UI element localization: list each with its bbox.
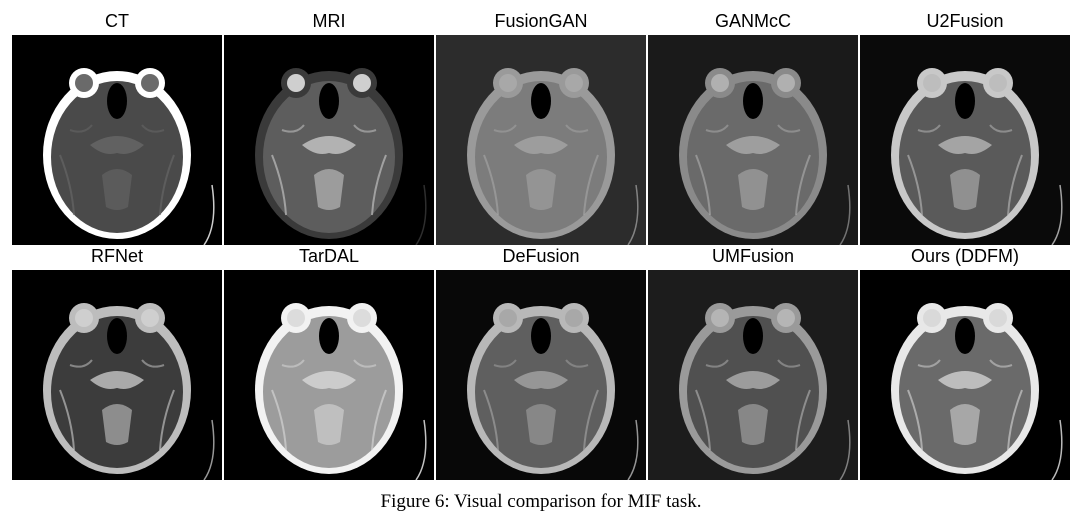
label-ganmcc: GANMcC: [715, 11, 791, 31]
brain-slice-image: [436, 270, 646, 480]
brain-slice-image: [12, 270, 222, 480]
label-mri: MRI: [312, 11, 346, 31]
brain-slice-image: [860, 35, 1070, 245]
image-rfnet: [12, 270, 222, 480]
image-fusiongan: [436, 35, 646, 245]
brain-slice-image: [860, 270, 1070, 480]
image-ganmcc: [648, 35, 858, 245]
brain-slice-image: [12, 35, 222, 245]
image-umfusion: [648, 270, 858, 480]
label-defusion: DeFusion: [502, 246, 580, 266]
label-ct: CT: [105, 11, 129, 31]
label-fusiongan: FusionGAN: [494, 11, 588, 31]
brain-slice-image: [224, 35, 434, 245]
image-mri: [224, 35, 434, 245]
label-u2fusion: U2Fusion: [926, 11, 1004, 31]
brain-slice-image: [648, 35, 858, 245]
image-u2fusion: [860, 35, 1070, 245]
label-umfusion: UMFusion: [711, 246, 795, 266]
image-defusion: [436, 270, 646, 480]
label-tardal: TarDAL: [298, 246, 360, 266]
brain-slice-image: [224, 270, 434, 480]
label-rfnet: RFNet: [90, 246, 143, 266]
image-ours-ddfm: [860, 270, 1070, 480]
image-tardal: [224, 270, 434, 480]
brain-slice-image: [648, 270, 858, 480]
brain-slice-image: [436, 35, 646, 245]
image-ct: [12, 35, 222, 245]
label-ours-ddfm: Ours (DDFM): [911, 246, 1019, 266]
figure-caption: Figure 6: Visual comparison for MIF task…: [380, 491, 702, 512]
